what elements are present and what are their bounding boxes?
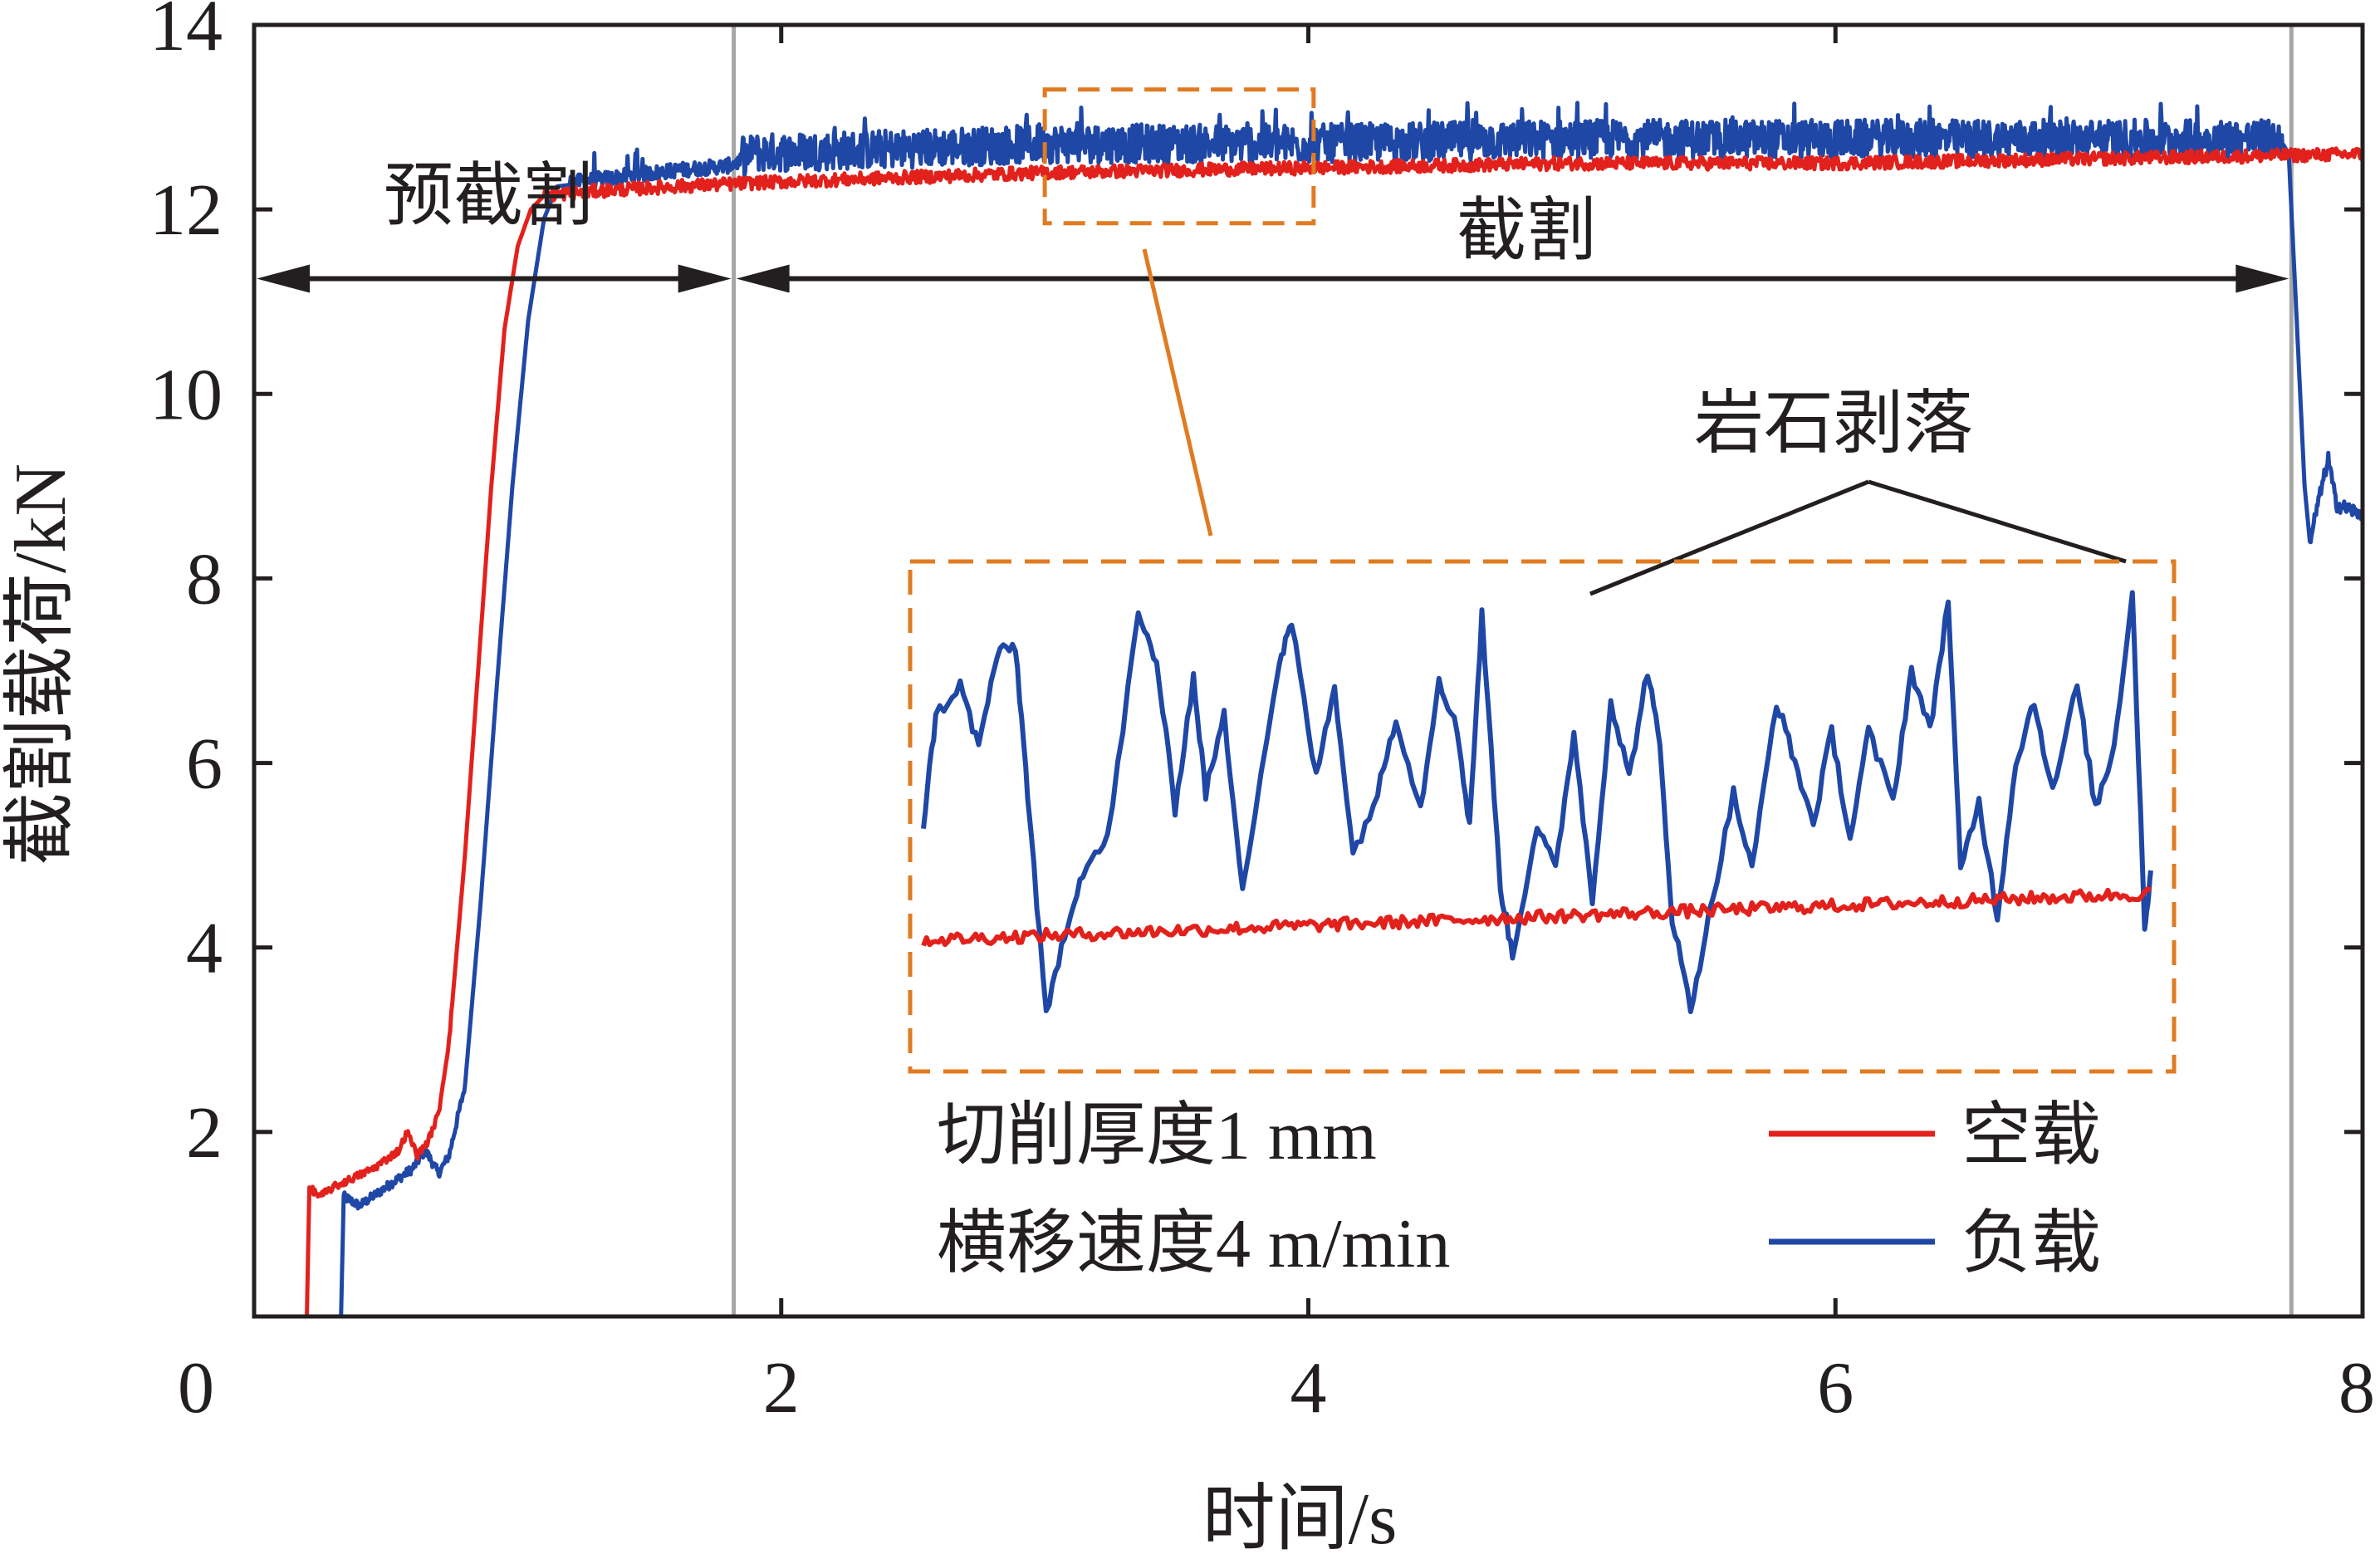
y-tick-label: 2: [186, 1093, 223, 1174]
cut-arrow-head-left: [736, 264, 790, 293]
cut-label: 截割: [1457, 193, 1596, 270]
y-tick-label: 4: [186, 909, 223, 989]
y-tick-label: 8: [186, 539, 223, 620]
inset-line-empty: [921, 886, 2152, 948]
annotations: [257, 87, 2289, 596]
cut-arrow-head-right: [2236, 264, 2289, 293]
inset-line-loaded: [921, 590, 2153, 1014]
axes: 0 2 4 6 8 2 4 6 8 10 12 14: [149, 0, 2375, 1429]
series-line-loaded: [252, 101, 2365, 1319]
inset-zoom: [908, 559, 2177, 1074]
zoom-connector-line: [1142, 248, 1213, 537]
zoom-source-box: [1042, 87, 1316, 226]
x-tick-label: 6: [1817, 1348, 1854, 1429]
series-line-empty: [252, 146, 2364, 1319]
legend-label-empty: 空载: [1961, 1097, 2101, 1174]
rock-spall-pointer: [1589, 479, 1869, 596]
inset-box: [908, 559, 2177, 1074]
x-tick-label: 0: [178, 1348, 214, 1429]
rock-spall-label: 岩石剥落: [1694, 385, 1973, 463]
x-tick-label: 4: [1290, 1348, 1327, 1429]
pre-cut-arrow-head-right: [678, 264, 732, 293]
pre-cut-arrow-head-left: [257, 264, 310, 293]
rock-spall-pointer: [1868, 479, 2127, 564]
y-tick-label: 6: [186, 724, 223, 805]
legend-label-loaded: 负载: [1961, 1205, 2101, 1282]
traverse-speed-note: 横移速度4 m/min: [937, 1205, 1450, 1282]
y-axis-label: 截割载荷/kN: [1, 463, 81, 865]
plot-area: [252, 25, 2365, 1319]
pre-cut-label: 预截割: [384, 158, 593, 235]
x-axis-label: 时间/s: [1202, 1479, 1398, 1555]
x-tick-label: 2: [763, 1348, 800, 1429]
y-tick-label: 12: [149, 170, 223, 251]
legend: [1769, 1130, 1935, 1245]
y-tick-label: 14: [149, 0, 223, 66]
y-tick-label: 10: [149, 355, 223, 435]
cut-thickness-note: 切削厚度1 mm: [937, 1097, 1377, 1174]
x-tick-label: 8: [2338, 1348, 2375, 1429]
